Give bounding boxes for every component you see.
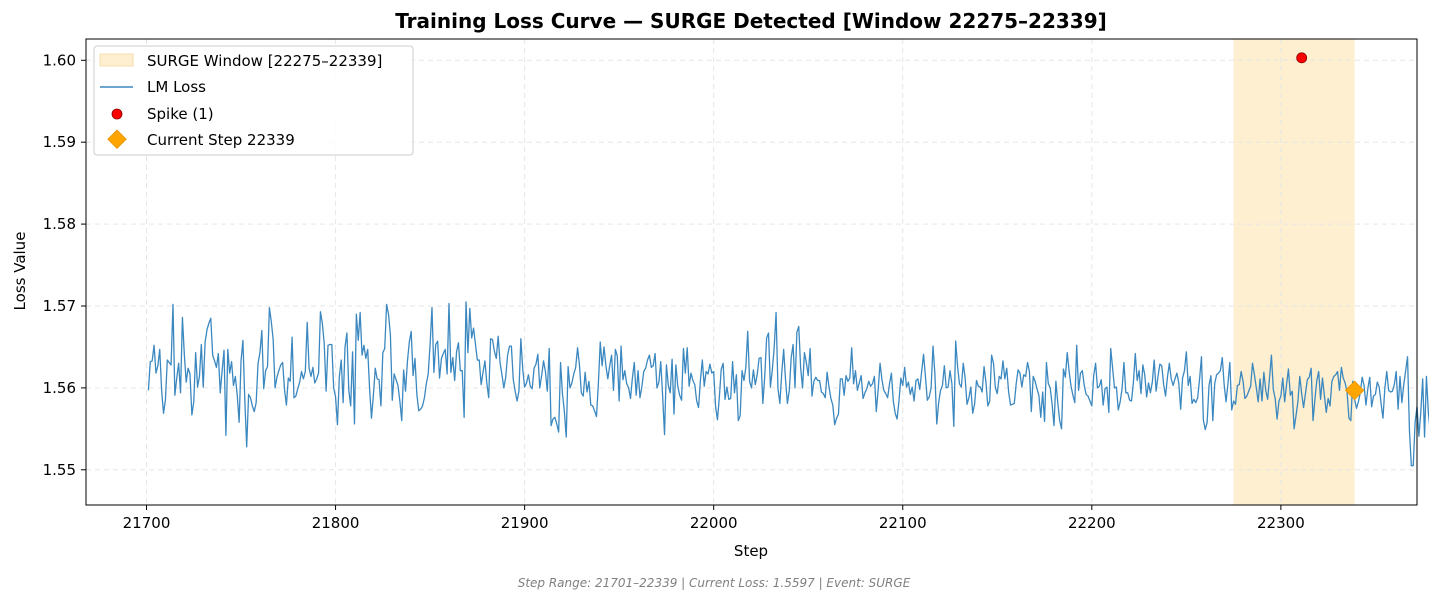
legend-spike-swatch	[111, 108, 123, 120]
y-tick-label: 1.56	[43, 379, 76, 397]
legend-surge-swatch	[99, 53, 134, 67]
y-axis-ticks: 1.55 1.56 1.57 1.58 1.59 1.60	[43, 51, 86, 479]
lm-loss-line	[147, 301, 1429, 467]
legend-lm-loss-label: LM Loss	[147, 78, 206, 96]
x-tick-label: 21900	[501, 514, 549, 532]
y-axis-label: Loss Value	[11, 232, 29, 311]
x-tick-label: 21800	[312, 514, 360, 532]
grid-lines	[86, 39, 1417, 505]
x-axis-label: Step	[734, 542, 768, 560]
legend-surge-label: SURGE Window [22275–22339]	[147, 52, 382, 70]
legend-current-swatch	[107, 129, 127, 150]
current-step-marker	[1344, 380, 1365, 401]
plot-frame	[85, 38, 1418, 506]
legend-current-label: Current Step 22339	[147, 131, 295, 149]
chart-title: Training Loss Curve — SURGE Detected [Wi…	[395, 9, 1107, 33]
x-tick-label: 22300	[1257, 514, 1305, 532]
surge-window-band	[1233, 39, 1355, 505]
y-tick-label: 1.58	[43, 215, 76, 233]
x-tick-label: 22200	[1068, 514, 1116, 532]
y-tick-label: 1.55	[43, 461, 76, 479]
y-tick-label: 1.59	[43, 133, 76, 151]
x-axis-ticks: 21700 21800 21900 22000 22100 22200 22300	[123, 505, 1305, 532]
x-tick-label: 22100	[879, 514, 927, 532]
footer-summary: Step Range: 21701–22339 | Current Loss: …	[518, 576, 911, 590]
y-tick-label: 1.57	[43, 297, 76, 315]
spike-markers	[1296, 52, 1308, 64]
x-tick-label: 21700	[123, 514, 171, 532]
legend: SURGE Window [22275–22339] LM Loss Spike…	[93, 45, 414, 156]
spike-marker	[1296, 52, 1308, 64]
x-tick-label: 22000	[690, 514, 738, 532]
legend-spike-label: Spike (1)	[147, 105, 214, 123]
plot-area	[85, 38, 1429, 506]
legend-box	[93, 45, 414, 156]
y-tick-label: 1.60	[43, 51, 76, 69]
